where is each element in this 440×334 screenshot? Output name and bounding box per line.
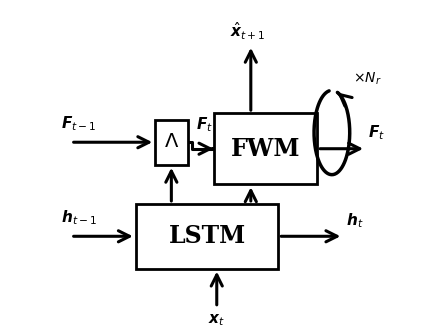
Text: $\boldsymbol{x}_t$: $\boldsymbol{x}_t$ xyxy=(208,313,225,328)
Text: $\boldsymbol{h}_{t-1}$: $\boldsymbol{h}_{t-1}$ xyxy=(61,208,97,226)
Text: $\boldsymbol{F}_{t-1}$: $\boldsymbol{F}_{t-1}$ xyxy=(61,114,97,133)
FancyBboxPatch shape xyxy=(155,120,187,165)
Text: $\Lambda$: $\Lambda$ xyxy=(164,133,179,151)
Text: $\hat{\boldsymbol{x}}_{t+1}$: $\hat{\boldsymbol{x}}_{t+1}$ xyxy=(230,20,265,42)
FancyBboxPatch shape xyxy=(213,113,317,184)
Text: $\boldsymbol{F}_t$: $\boldsymbol{F}_t$ xyxy=(367,124,385,142)
Text: $\boldsymbol{F}_t$: $\boldsymbol{F}_t$ xyxy=(196,116,213,134)
Text: LSTM: LSTM xyxy=(169,224,246,248)
FancyBboxPatch shape xyxy=(136,204,279,269)
Text: FWM: FWM xyxy=(231,137,300,161)
Text: $\boldsymbol{h}_t$: $\boldsymbol{h}_t$ xyxy=(346,211,364,230)
Text: $\times N_r$: $\times N_r$ xyxy=(353,71,381,87)
